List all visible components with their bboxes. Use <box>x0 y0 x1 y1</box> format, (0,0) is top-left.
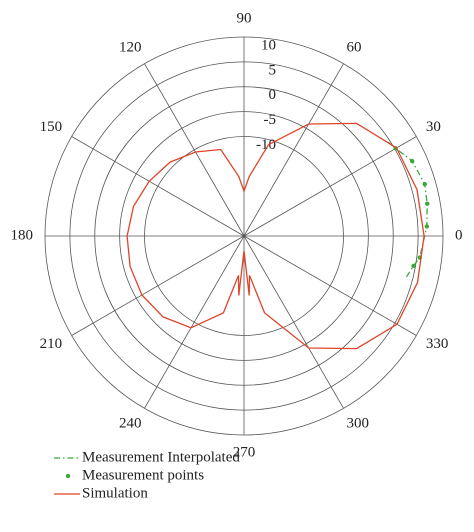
measurement-point <box>411 263 416 269</box>
r-tick-label: 5 <box>269 62 277 78</box>
angle-label: 90 <box>237 10 252 26</box>
legend-label: Measurement Interpolated <box>82 449 240 465</box>
angle-label: 150 <box>40 119 63 135</box>
measurement-point <box>409 158 415 164</box>
angle-label: 210 <box>40 336 63 352</box>
r-tick-label: 0 <box>269 87 277 103</box>
angle-label: 300 <box>347 415 370 431</box>
angle-label: 60 <box>347 40 362 56</box>
angle-label: 270 <box>233 444 256 460</box>
r-tick-label: -10 <box>256 137 276 153</box>
spoke <box>144 235 245 409</box>
angle-label: 0 <box>455 227 463 243</box>
spoke <box>71 235 245 336</box>
measurement-point <box>424 224 430 229</box>
interpolated-line <box>387 141 428 280</box>
spoke <box>243 136 417 237</box>
measurement-point <box>422 181 427 187</box>
spoke <box>243 63 344 237</box>
measurement-point <box>425 201 430 206</box>
angle-label: 30 <box>426 119 441 135</box>
angle-label: 120 <box>119 40 142 56</box>
angle-label: 180 <box>11 227 34 243</box>
legend-marker <box>65 473 71 479</box>
legend-label: Measurement points <box>82 467 204 483</box>
simulation-line <box>126 122 425 350</box>
r-tick-label: 10 <box>261 37 276 53</box>
spoke <box>144 63 245 237</box>
legend-label: Simulation <box>82 485 148 501</box>
r-tick-label: -5 <box>264 112 277 128</box>
spoke <box>71 136 245 237</box>
spoke <box>243 235 417 336</box>
angle-label: 240 <box>119 415 142 431</box>
spoke <box>243 235 344 409</box>
angle-label: 330 <box>426 336 449 352</box>
